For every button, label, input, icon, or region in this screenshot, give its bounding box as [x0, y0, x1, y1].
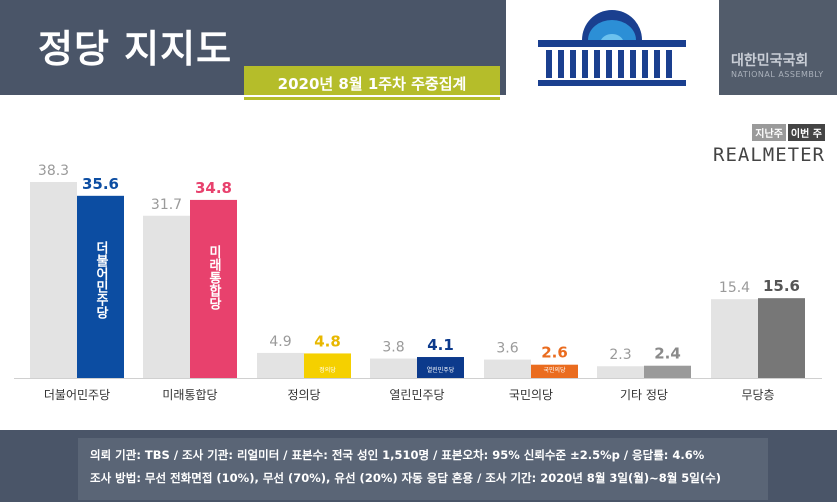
- survey-info-panel: 의뢰 기관: TBS / 조사 기관: 리얼미터 / 표본수: 전국 성인 1,…: [78, 438, 768, 500]
- category-label-1: 미래통합당: [162, 388, 217, 402]
- party-logo-1: 미래통합당: [206, 244, 221, 311]
- category-label-2: 정의당: [287, 388, 320, 402]
- bar-current-1: [190, 199, 237, 378]
- assembly-name-english: NATIONAL ASSEMBLY: [731, 70, 824, 79]
- bar-prev-0: [30, 182, 77, 378]
- value-label-current-4: 2.6: [541, 344, 568, 362]
- bar-current-6: [758, 298, 805, 378]
- legend-current-week: 이번 주: [787, 124, 825, 141]
- survey-info-line-2: 조사 방법: 무선 전화면접 (10%), 무선 (70%), 유선 (20%)…: [90, 471, 721, 485]
- national-assembly-logo: [506, 0, 719, 95]
- value-label-prev-3: 3.8: [382, 340, 404, 356]
- bar-prev-2: [257, 352, 304, 378]
- assembly-name-korean: 대한민국국회: [731, 53, 809, 69]
- category-label-0: 더불어민주당: [44, 388, 110, 402]
- value-label-current-1: 34.8: [195, 179, 232, 197]
- value-label-prev-2: 4.9: [269, 334, 291, 350]
- survey-info-line-1: 의뢰 기관: TBS / 조사 기관: 리얼미터 / 표본수: 전국 성인 1,…: [90, 448, 705, 462]
- bar-prev-3: [370, 358, 417, 378]
- chart-legend: 지난주 이번 주: [752, 124, 825, 141]
- party-support-chart: 38.335.6더불어민주당더불어민주당31.734.8미래통합당미래통합당4.…: [0, 95, 837, 402]
- bar-prev-6: [711, 299, 758, 378]
- assembly-name-panel: [719, 0, 837, 95]
- legend-previous-week: 지난주: [752, 124, 786, 141]
- assembly-building-icon: [538, 10, 686, 86]
- party-logo-3: 열린민주당: [427, 366, 455, 374]
- party-logo-4: 국민의당: [543, 366, 566, 374]
- category-label-5: 기타 정당: [620, 388, 668, 402]
- page-title: 정당 지지도: [38, 27, 233, 71]
- value-label-current-5: 2.4: [654, 345, 681, 363]
- chart-top-edge: [0, 95, 837, 97]
- bar-current-2: [304, 353, 351, 378]
- value-label-current-2: 4.8: [314, 332, 341, 350]
- party-logo-0: 더불어민주당: [93, 240, 108, 320]
- realmeter-brand: REALMETER: [713, 144, 825, 166]
- survey-period-badge: 2020년 8월 1주차 주중집계: [244, 66, 500, 100]
- bar-prev-5: [597, 366, 644, 378]
- value-label-prev-6: 15.4: [719, 280, 750, 296]
- bar-prev-4: [484, 359, 531, 378]
- value-label-prev-1: 31.7: [151, 197, 182, 213]
- party-logo-2: 정의당: [319, 366, 336, 374]
- bar-current-4: [531, 364, 578, 378]
- value-label-current-3: 4.1: [427, 336, 454, 354]
- value-label-current-0: 35.6: [82, 175, 119, 193]
- bar-current-0: [77, 195, 124, 378]
- bar-current-5: [644, 365, 691, 378]
- bar-current-3: [417, 357, 464, 378]
- value-label-prev-0: 38.3: [38, 163, 69, 179]
- category-label-6: 무당층: [741, 388, 774, 402]
- value-label-current-6: 15.6: [763, 277, 800, 295]
- bar-prev-1: [143, 215, 190, 378]
- category-label-4: 국민의당: [509, 388, 553, 402]
- value-label-prev-4: 3.6: [496, 341, 518, 357]
- category-label-3: 열린민주당: [389, 388, 444, 402]
- footer-bar: 의뢰 기관: TBS / 조사 기관: 리얼미터 / 표본수: 전국 성인 1,…: [0, 430, 837, 502]
- value-label-prev-5: 2.3: [609, 347, 631, 363]
